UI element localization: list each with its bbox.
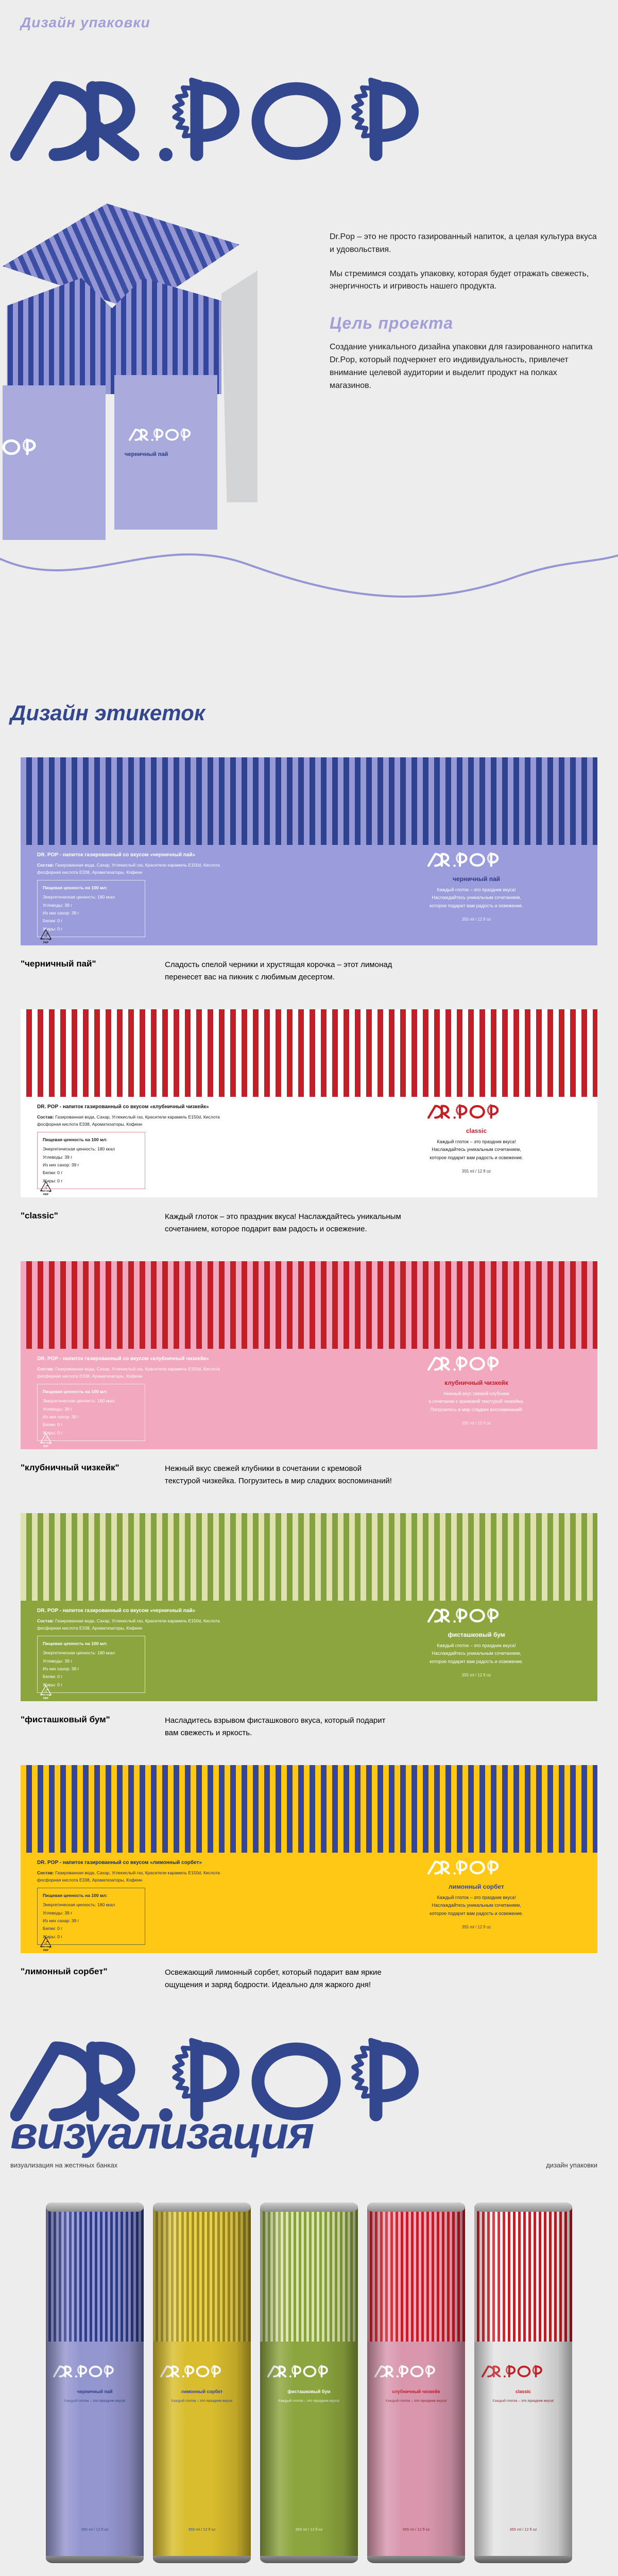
svg-text:визуализация: визуализация — [10, 2107, 314, 2158]
